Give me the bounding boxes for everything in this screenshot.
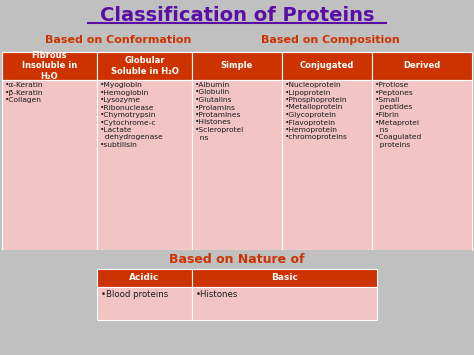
- Text: Basic: Basic: [271, 273, 298, 283]
- Text: Simple: Simple: [221, 61, 253, 71]
- Text: Based on Conformation: Based on Conformation: [45, 35, 191, 45]
- Bar: [282, 80, 372, 250]
- Bar: [372, 80, 472, 250]
- Bar: [192, 287, 377, 320]
- Text: •Nucleoprotein
•Lipoprotein
•Phosphoprotein
•Metalloprotein
•Glycoprotein
•Flavo: •Nucleoprotein •Lipoprotein •Phosphoprot…: [285, 82, 348, 141]
- Bar: [192, 269, 377, 287]
- Text: Based on Composition: Based on Composition: [261, 35, 400, 45]
- Bar: [97, 287, 192, 320]
- Bar: [192, 52, 282, 80]
- Text: Derived: Derived: [403, 61, 441, 71]
- Bar: [2, 52, 97, 80]
- Bar: [97, 80, 192, 250]
- Bar: [282, 52, 372, 80]
- Text: Conjugated: Conjugated: [300, 61, 354, 71]
- Bar: [372, 52, 472, 80]
- Text: •Myoglobin
•Hemoglobin
•Lysozyme
•Ribonuclease
•Chymotrypsin
•Cytochrome-c
•Lact: •Myoglobin •Hemoglobin •Lysozyme •Ribonu…: [100, 82, 163, 148]
- Text: Based on Nature of: Based on Nature of: [169, 253, 305, 266]
- Bar: [97, 269, 192, 287]
- Text: •α-Keratin
•β-Keratin
•Collagen: •α-Keratin •β-Keratin •Collagen: [5, 82, 44, 103]
- Text: Acidic: Acidic: [129, 273, 160, 283]
- Bar: [2, 250, 472, 353]
- Text: Globular
Soluble in H₂O: Globular Soluble in H₂O: [110, 56, 178, 76]
- Text: Fibrous
Insoluble in
H₂O: Fibrous Insoluble in H₂O: [22, 51, 77, 81]
- Text: •Histones: •Histones: [196, 290, 238, 299]
- Text: Classification of Proteins: Classification of Proteins: [100, 6, 374, 25]
- Bar: [97, 52, 192, 80]
- Bar: [192, 80, 282, 250]
- Text: •Protiose
•Peptones
•Small
  peptides
•Fibrin
•Metaprotei
  ns
•Coagulated
  pro: •Protiose •Peptones •Small peptides •Fib…: [375, 82, 422, 148]
- Bar: [2, 80, 97, 250]
- Text: •Albumin
•Globulin
•Glutalins
•Prolamins
•Protamines
•Histones
•Scleroprotei
  n: •Albumin •Globulin •Glutalins •Prolamins…: [195, 82, 244, 141]
- Text: •Blood proteins: •Blood proteins: [101, 290, 168, 299]
